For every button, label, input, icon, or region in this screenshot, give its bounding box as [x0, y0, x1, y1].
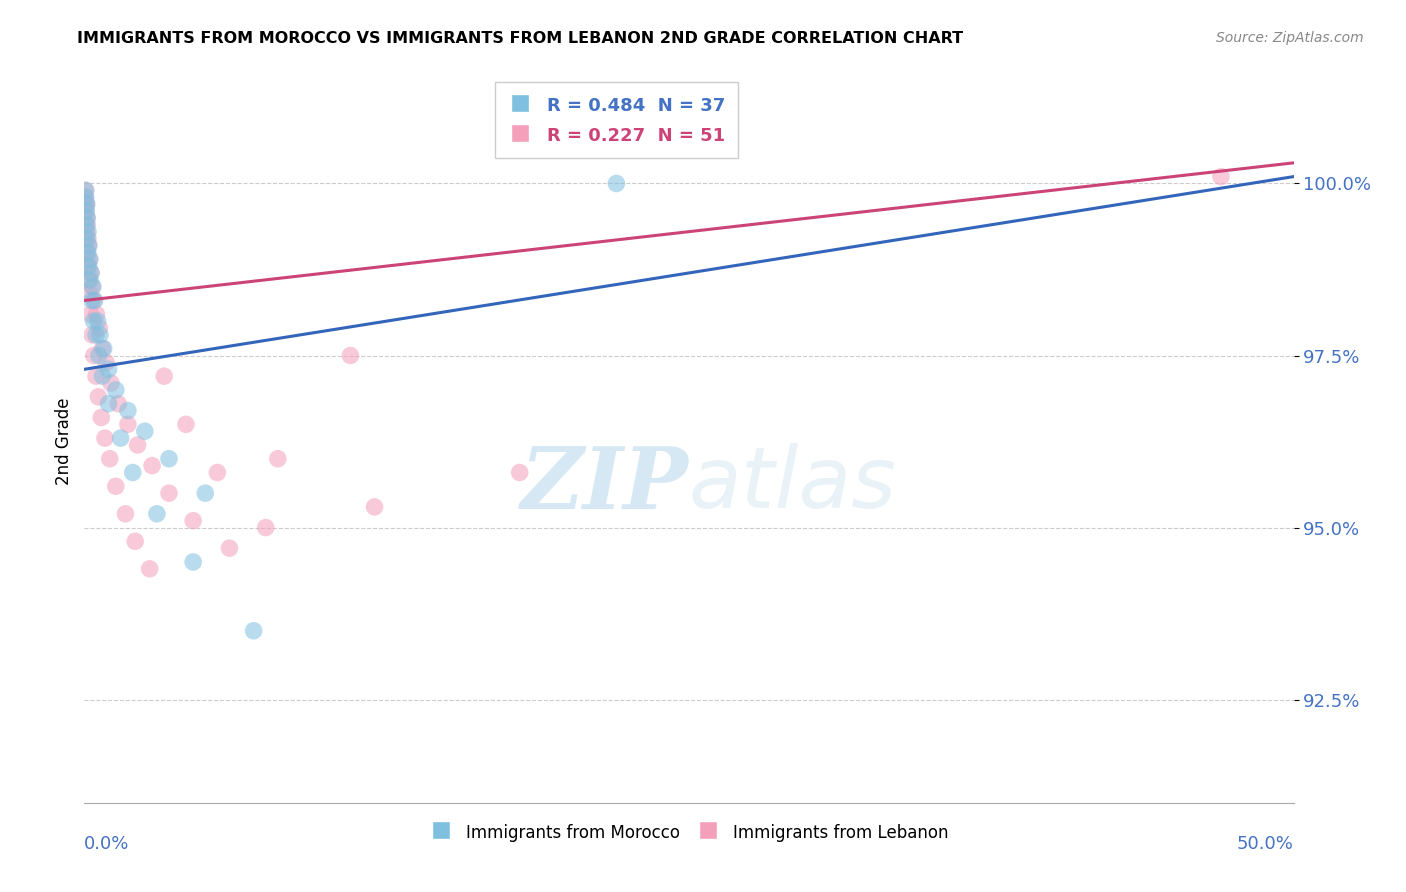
Point — [75, 197, 97, 211]
Point — [138, 562, 160, 576]
Point — [77, 238, 100, 252]
Point — [84, 369, 107, 384]
Point — [141, 458, 163, 473]
Point — [76, 259, 98, 273]
Point — [86, 307, 108, 321]
Point — [79, 273, 101, 287]
Point — [117, 417, 139, 432]
Point — [83, 349, 105, 363]
Point — [75, 204, 97, 219]
Point — [121, 466, 143, 480]
Point — [97, 362, 120, 376]
Point — [87, 349, 110, 363]
Point — [242, 624, 264, 638]
Point — [75, 190, 97, 204]
Point — [91, 342, 114, 356]
Point — [127, 438, 149, 452]
Point — [1209, 169, 1232, 184]
Point — [76, 245, 98, 260]
Text: atlas: atlas — [689, 443, 897, 526]
Point — [83, 293, 105, 308]
Point — [75, 190, 97, 204]
Point — [89, 321, 111, 335]
Point — [509, 466, 531, 480]
Point — [79, 252, 101, 267]
Point — [76, 218, 98, 232]
Point — [98, 451, 121, 466]
Point — [75, 183, 97, 197]
Point — [80, 293, 103, 308]
Point — [218, 541, 240, 556]
Point — [267, 451, 290, 466]
Point — [75, 183, 97, 197]
Point — [157, 486, 180, 500]
Point — [77, 231, 100, 245]
Point — [75, 204, 97, 219]
Point — [174, 417, 197, 432]
Point — [117, 403, 139, 417]
Point — [153, 369, 176, 384]
Point — [93, 342, 115, 356]
Point — [75, 218, 97, 232]
Point — [77, 273, 100, 287]
Point — [80, 266, 103, 280]
Point — [77, 259, 100, 273]
Point — [80, 266, 103, 280]
Point — [79, 252, 101, 267]
Point — [86, 314, 108, 328]
Point — [254, 520, 277, 534]
Point — [76, 231, 98, 245]
Point — [76, 245, 98, 260]
Point — [363, 500, 385, 514]
Point — [82, 279, 104, 293]
Point — [83, 314, 105, 328]
Point — [82, 279, 104, 293]
Legend: Immigrants from Morocco, Immigrants from Lebanon: Immigrants from Morocco, Immigrants from… — [423, 816, 955, 848]
Point — [339, 349, 361, 363]
Point — [605, 177, 627, 191]
Point — [104, 479, 127, 493]
Point — [207, 466, 229, 480]
Point — [94, 431, 117, 445]
Point — [181, 555, 204, 569]
Point — [146, 507, 169, 521]
Point — [76, 197, 98, 211]
Point — [83, 293, 105, 308]
Point — [181, 514, 204, 528]
Point — [79, 307, 101, 321]
Point — [91, 369, 114, 384]
Point — [75, 197, 97, 211]
Point — [76, 225, 98, 239]
Point — [157, 451, 180, 466]
Point — [97, 397, 120, 411]
Point — [124, 534, 146, 549]
Text: Source: ZipAtlas.com: Source: ZipAtlas.com — [1216, 31, 1364, 45]
Point — [77, 238, 100, 252]
Point — [76, 211, 98, 225]
Point — [194, 486, 217, 500]
Text: ZIP: ZIP — [522, 443, 689, 526]
Point — [100, 376, 122, 390]
Point — [134, 424, 156, 438]
Point — [87, 390, 110, 404]
Point — [107, 397, 129, 411]
Point — [114, 507, 136, 521]
Point — [89, 327, 111, 342]
Text: 50.0%: 50.0% — [1237, 835, 1294, 854]
Point — [110, 431, 132, 445]
Text: 0.0%: 0.0% — [84, 835, 129, 854]
Point — [79, 286, 101, 301]
Point — [94, 355, 117, 369]
Point — [84, 327, 107, 342]
Point — [82, 327, 104, 342]
Y-axis label: 2nd Grade: 2nd Grade — [55, 398, 73, 485]
Point — [76, 211, 98, 225]
Text: IMMIGRANTS FROM MOROCCO VS IMMIGRANTS FROM LEBANON 2ND GRADE CORRELATION CHART: IMMIGRANTS FROM MOROCCO VS IMMIGRANTS FR… — [77, 31, 963, 46]
Point — [104, 383, 127, 397]
Point — [90, 410, 112, 425]
Point — [77, 225, 100, 239]
